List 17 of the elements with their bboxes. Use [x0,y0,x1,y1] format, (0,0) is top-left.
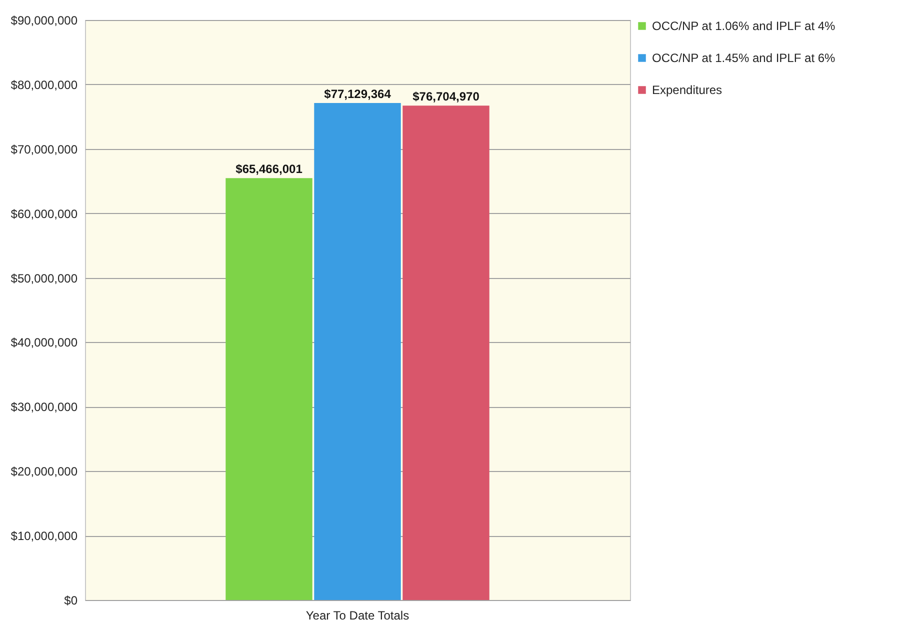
y-tick-label: $90,000,000 [10,14,78,28]
y-tick-label: $70,000,000 [10,142,78,156]
legend-label: OCC/NP at 1.45% and IPLF at 6% [652,51,836,65]
y-tick-label: $10,000,000 [10,529,78,544]
legend-label: Expenditures [652,83,722,97]
data-label: $77,129,364 [324,86,392,101]
y-tick-label: $0 [64,594,78,608]
data-label: $76,704,970 [412,90,480,104]
y-tick-label: $40,000,000 [10,336,78,350]
y-tick-label: $30,000,000 [10,400,78,414]
legend-label: OCC/NP at 1.06% and IPLF at 4% [652,19,836,33]
y-tick-label: $80,000,000 [10,78,78,92]
y-tick-label: $20,000,000 [10,464,78,479]
y-tick-label: $50,000,000 [10,271,78,286]
x-tick-label: Year To Date Totals [306,608,410,622]
data-label: $65,466,001 [236,162,303,176]
y-tick-label: $60,000,000 [10,206,78,221]
